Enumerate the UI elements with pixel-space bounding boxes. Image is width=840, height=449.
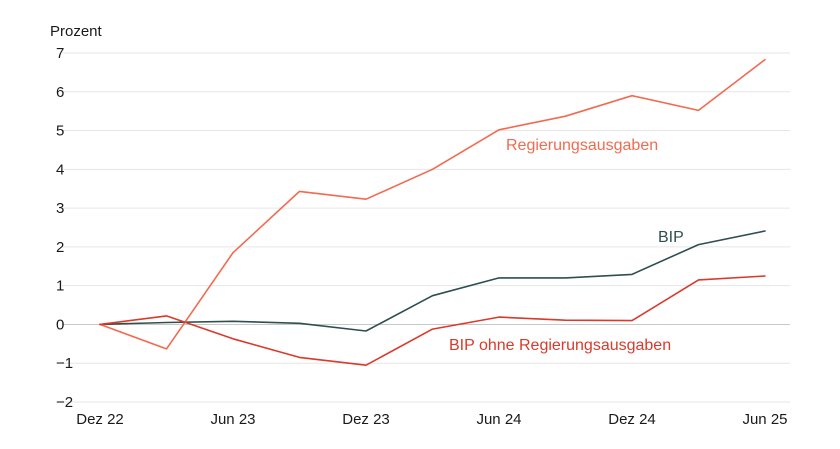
series-label-bip: BIP [658,229,684,246]
series-line-bip [99,230,766,332]
y-tick-label: 5 [56,123,64,140]
y-tick-label: −1 [56,355,73,372]
y-axis-title: Prozent [50,23,103,40]
series-label-regierungsausgaben: Regierungsausgaben [506,137,658,154]
y-tick-label: 0 [56,316,64,333]
gridlines [62,52,790,403]
series-labels: Regierungsausgaben BIP BIP ohne Regierun… [449,137,684,354]
x-tick-label: Jun 25 [742,411,787,428]
series-label-bip-ohne-regierungsausgaben: BIP ohne Regierungsausgaben [449,337,671,354]
series-lines [99,58,766,367]
x-tick-label: Dez 22 [76,411,124,428]
y-tick-label: 2 [56,239,64,256]
x-tick-label: Jun 24 [476,411,521,428]
x-tick-label: Jun 23 [210,411,255,428]
y-tick-label: 6 [56,84,64,101]
y-axis-ticks: −2 −1 0 1 2 3 4 5 6 7 [56,45,73,411]
x-tick-label: Dez 24 [608,411,656,428]
series-line-bip-ohne-regierungsausgaben [99,275,766,367]
y-tick-label: 7 [56,45,64,62]
series-line-regierungsausgaben [99,58,766,350]
x-tick-label: Dez 23 [342,411,390,428]
y-tick-label: 1 [56,278,64,295]
y-tick-label: 3 [56,200,64,217]
y-tick-label: 4 [56,161,64,178]
x-axis-ticks: Dez 22 Jun 23 Dez 23 Jun 24 Dez 24 Jun 25 [76,411,787,428]
y-tick-label: −2 [56,394,73,411]
